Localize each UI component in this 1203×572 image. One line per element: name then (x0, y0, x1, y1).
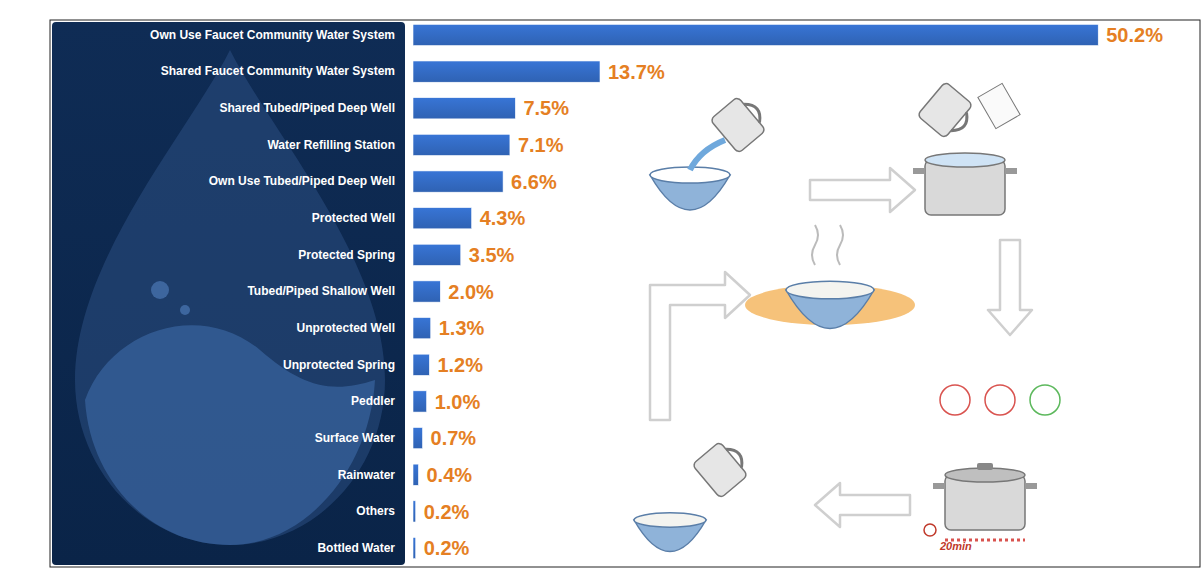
bar (413, 98, 515, 119)
bar (413, 537, 416, 558)
bars (413, 24, 1098, 558)
data-label: 13.7% (608, 61, 665, 83)
tick: Shared Faucet Community Water System (161, 64, 395, 78)
tick: Unprotected Spring (283, 358, 395, 372)
data-label: 1.3% (439, 317, 485, 339)
category-label: Shared Faucet Community Water System (161, 64, 395, 78)
category-label: Peddler (351, 394, 395, 408)
data-label: 0.4% (426, 464, 472, 486)
tick: Bottled Water (317, 541, 395, 555)
bar (413, 354, 429, 375)
data-label: 7.5% (523, 97, 569, 119)
bar (413, 427, 423, 448)
data-labels: 50.2% 13.7% 7.5% 7.1% 6.6% 4.3% 3.5% 2.0% 1.3% 1.… (424, 24, 1163, 559)
category-label: Rainwater (338, 468, 396, 482)
data-label: 1.0% (435, 391, 481, 413)
tick: Protected Well (312, 211, 395, 225)
tick: Protected Spring (298, 248, 395, 262)
category-label: Unprotected Spring (283, 358, 395, 372)
tick: Tubed/Piped Shallow Well (247, 284, 395, 298)
category-label: Own Use Tubed/Piped Deep Well (209, 174, 395, 188)
bar (413, 244, 461, 265)
data-label: 7.1% (518, 134, 564, 156)
data-label: 0.7% (431, 427, 477, 449)
data-label: 0.2% (424, 537, 470, 559)
category-label: Surface Water (315, 431, 396, 445)
tick: Others (356, 504, 395, 518)
tick: Rainwater (338, 468, 396, 482)
tick: Own Use Tubed/Piped Deep Well (209, 174, 395, 188)
data-label: 50.2% (1106, 24, 1163, 46)
tick: Surface Water (315, 431, 396, 445)
chart: 20min Own Use Faucet Community Water Syst… (0, 0, 1203, 572)
bar (413, 281, 440, 302)
label-panel (52, 22, 405, 565)
category-axis: Own Use Faucet Community Water System Sha… (150, 28, 395, 555)
bar (413, 24, 1098, 45)
annotation: 20min (939, 540, 972, 552)
data-label: 2.0% (448, 281, 494, 303)
category-label: Unprotected Well (297, 321, 395, 335)
bar (413, 171, 503, 192)
tick: Shared Tubed/Piped Deep Well (219, 101, 395, 115)
data-label: 6.6% (511, 171, 557, 193)
category-label: Own Use Faucet Community Water System (150, 28, 395, 42)
frame (50, 20, 1200, 567)
tick: Unprotected Well (297, 321, 395, 335)
category-label: Shared Tubed/Piped Deep Well (219, 101, 395, 115)
bar (413, 61, 600, 82)
bar (413, 134, 510, 155)
data-label: 1.2% (437, 354, 483, 376)
bar (413, 318, 431, 339)
bar (413, 501, 416, 522)
category-label: Protected Well (312, 211, 395, 225)
bar (413, 208, 472, 229)
bar (413, 464, 418, 485)
tick: Water Refilling Station (267, 138, 395, 152)
bar (413, 391, 427, 412)
rice-illustration: 20min (634, 82, 1060, 552)
tick: Peddler (351, 394, 395, 408)
category-label: Others (356, 504, 395, 518)
data-label: 3.5% (469, 244, 515, 266)
category-label: Water Refilling Station (267, 138, 395, 152)
category-label: Bottled Water (317, 541, 395, 555)
category-label: Protected Spring (298, 248, 395, 262)
category-label: Tubed/Piped Shallow Well (247, 284, 395, 298)
data-label: 0.2% (424, 501, 470, 523)
data-label: 4.3% (480, 207, 526, 229)
tick: Own Use Faucet Community Water System (150, 28, 395, 42)
